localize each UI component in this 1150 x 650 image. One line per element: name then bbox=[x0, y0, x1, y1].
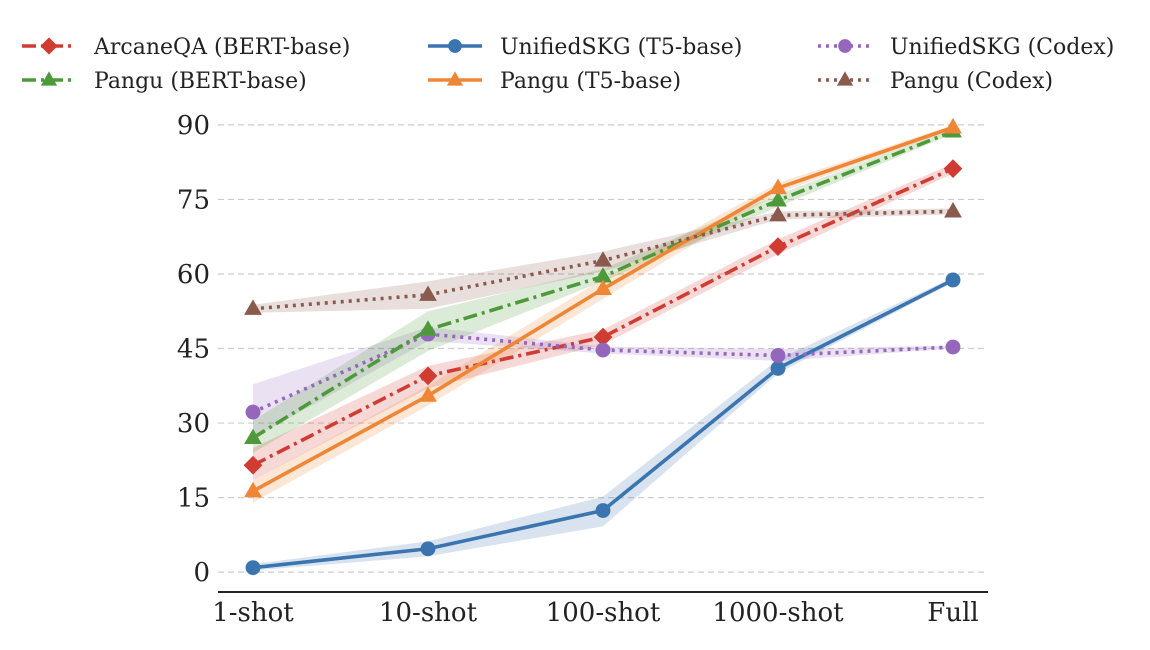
data-point bbox=[245, 560, 261, 576]
data-point bbox=[594, 251, 612, 267]
data-point bbox=[244, 299, 262, 315]
legend-marker bbox=[40, 37, 58, 55]
data-point bbox=[769, 178, 787, 195]
y-tick-label: 60 bbox=[177, 260, 210, 290]
legend-label: Pangu (T5-base) bbox=[500, 69, 681, 94]
legend-marker bbox=[448, 39, 462, 53]
y-axis-ticks: 0 15 30 45 60 75 90 bbox=[177, 111, 210, 588]
x-tick-label: Full bbox=[927, 598, 978, 628]
x-tick-label: 10-shot bbox=[379, 598, 478, 628]
y-tick-label: 15 bbox=[177, 484, 210, 514]
legend: ArcaneQA (BERT-base) Pangu (BERT-base) Uni… bbox=[22, 35, 1114, 94]
series-line bbox=[252, 332, 954, 414]
data-point bbox=[769, 205, 787, 222]
data-point bbox=[418, 366, 438, 386]
data-point bbox=[770, 348, 786, 363]
legend-label: Pangu (Codex) bbox=[890, 69, 1053, 94]
data-point bbox=[245, 404, 261, 420]
data-point bbox=[594, 279, 612, 295]
legend-marker bbox=[446, 71, 464, 86]
data-point bbox=[945, 272, 961, 288]
data-point bbox=[419, 285, 437, 301]
legend-label: UnifiedSKG (Codex) bbox=[890, 35, 1114, 60]
data-point bbox=[944, 202, 962, 218]
data-point bbox=[770, 360, 786, 376]
data-point bbox=[419, 320, 437, 336]
data-point bbox=[943, 159, 963, 178]
data-point bbox=[420, 541, 436, 557]
x-axis-ticks: 1-shot 10-shot 100-shot 1000-shot Full bbox=[212, 598, 978, 628]
x-tick-label: 1000-shot bbox=[712, 598, 844, 628]
data-point bbox=[769, 191, 787, 207]
x-tick-label: 1-shot bbox=[212, 598, 294, 628]
y-tick-label: 30 bbox=[177, 409, 210, 439]
data-point bbox=[944, 118, 962, 134]
y-tick-label: 0 bbox=[193, 558, 210, 588]
legend-marker bbox=[836, 71, 854, 86]
data-point bbox=[593, 327, 613, 347]
y-tick-label: 90 bbox=[177, 111, 210, 141]
data-point bbox=[595, 503, 611, 518]
data-point bbox=[595, 342, 611, 358]
legend-marker bbox=[40, 71, 58, 86]
legend-label: ArcaneQA (BERT-base) bbox=[93, 35, 350, 60]
series-markers bbox=[243, 118, 963, 576]
data-point bbox=[768, 237, 788, 257]
x-tick-label: 100-shot bbox=[546, 598, 661, 628]
data-point bbox=[244, 428, 262, 445]
data-point bbox=[419, 386, 437, 402]
data-point bbox=[594, 267, 612, 283]
data-point bbox=[244, 481, 262, 498]
y-tick-label: 45 bbox=[177, 335, 210, 365]
legend-label: UnifiedSKG (T5-base) bbox=[500, 35, 742, 60]
confidence-band bbox=[253, 128, 953, 453]
legend-label: Pangu (BERT-base) bbox=[94, 69, 307, 94]
confidence-band bbox=[253, 124, 953, 503]
y-tick-label: 75 bbox=[177, 185, 210, 215]
data-point bbox=[243, 455, 263, 475]
data-point bbox=[945, 339, 961, 355]
legend-marker bbox=[838, 39, 852, 53]
